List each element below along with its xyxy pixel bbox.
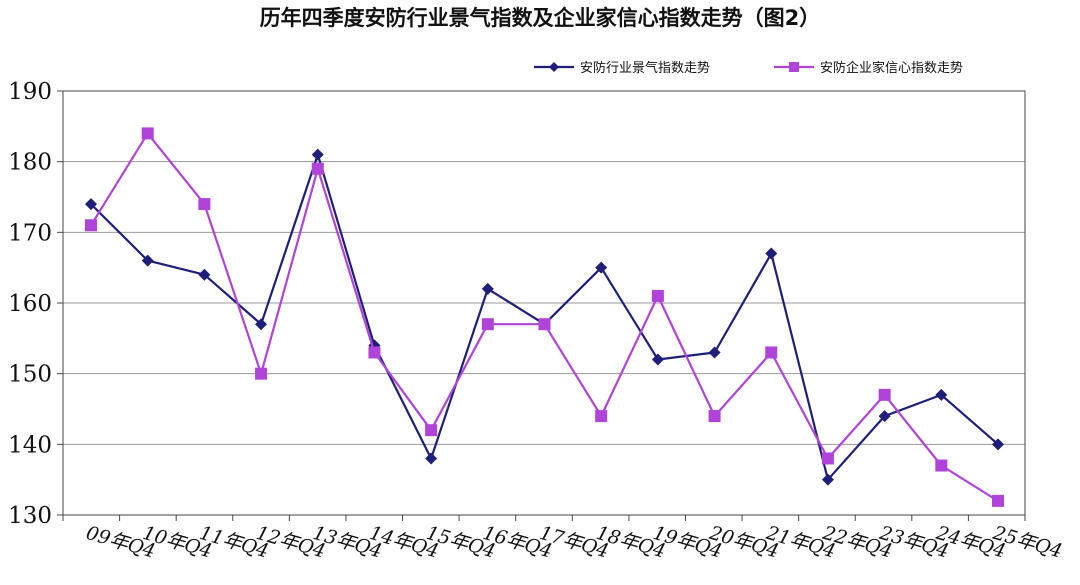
series-1-point-2 — [198, 198, 211, 211]
series-1-point-14 — [878, 388, 891, 401]
ytick-label-170: 170 — [8, 220, 52, 246]
series-1-point-3 — [255, 367, 268, 380]
ytick-label-180: 180 — [8, 150, 52, 176]
series-0-point-14 — [878, 410, 891, 423]
series-1-point-7 — [481, 318, 494, 331]
series-1-point-5 — [368, 346, 381, 359]
series-0-point-6 — [425, 452, 438, 465]
legend-marker-1 — [789, 62, 799, 72]
series-1-point-9 — [595, 410, 608, 423]
series-1-point-4 — [311, 162, 324, 175]
chart-title: 历年四季度安防行业景气指数及企业家信心指数走势（图2） — [260, 6, 821, 30]
series-layer — [85, 127, 1004, 507]
series-0-point-10 — [651, 353, 664, 366]
series-0-point-1 — [141, 254, 154, 267]
series-0-point-0 — [85, 198, 97, 211]
series-0-point-7 — [481, 282, 494, 295]
legend-label-0: 安防行业景气指数走势 — [580, 60, 710, 76]
ytick-label-160: 160 — [8, 291, 52, 317]
series-1-point-6 — [425, 424, 438, 437]
series-1-point-10 — [651, 289, 664, 302]
series-1-point-1 — [141, 127, 154, 140]
series-0-point-13 — [821, 473, 834, 486]
series-0-point-16 — [992, 438, 1004, 451]
series-line-0 — [90, 153, 999, 481]
ytick-label-130: 130 — [8, 503, 52, 529]
series-0-point-9 — [595, 261, 608, 274]
ytick-label-150: 150 — [8, 362, 52, 388]
x-axis: 09年Q410年Q411年Q412年Q413年Q414年Q415年Q416年Q4… — [62, 515, 1065, 563]
grid-lines — [63, 161, 1025, 445]
series-0-point-4 — [311, 148, 324, 161]
ytick-label-140: 140 — [8, 432, 52, 458]
series-0-point-11 — [708, 346, 721, 359]
series-1-point-8 — [538, 318, 551, 331]
series-0-point-12 — [765, 247, 778, 260]
series-1-point-15 — [935, 459, 948, 472]
legend-marker-0 — [549, 62, 559, 72]
legend: 安防行业景气指数走势 安防企业家信心指数走势 — [534, 60, 963, 76]
series-1-point-13 — [821, 452, 834, 465]
series-1-point-11 — [708, 410, 721, 423]
series-0-point-3 — [255, 318, 268, 331]
series-line-1 — [90, 132, 999, 502]
series-0-point-2 — [198, 268, 211, 281]
legend-label-1: 安防企业家信心指数走势 — [820, 60, 963, 76]
y-axis: 130 140 150 160 170 180 190 — [8, 79, 63, 529]
series-0-point-15 — [935, 388, 948, 401]
series-1-point-16 — [992, 494, 1004, 507]
ytick-label-190: 190 — [8, 79, 52, 105]
series-1-point-0 — [85, 219, 97, 232]
series-1-point-12 — [765, 346, 778, 359]
